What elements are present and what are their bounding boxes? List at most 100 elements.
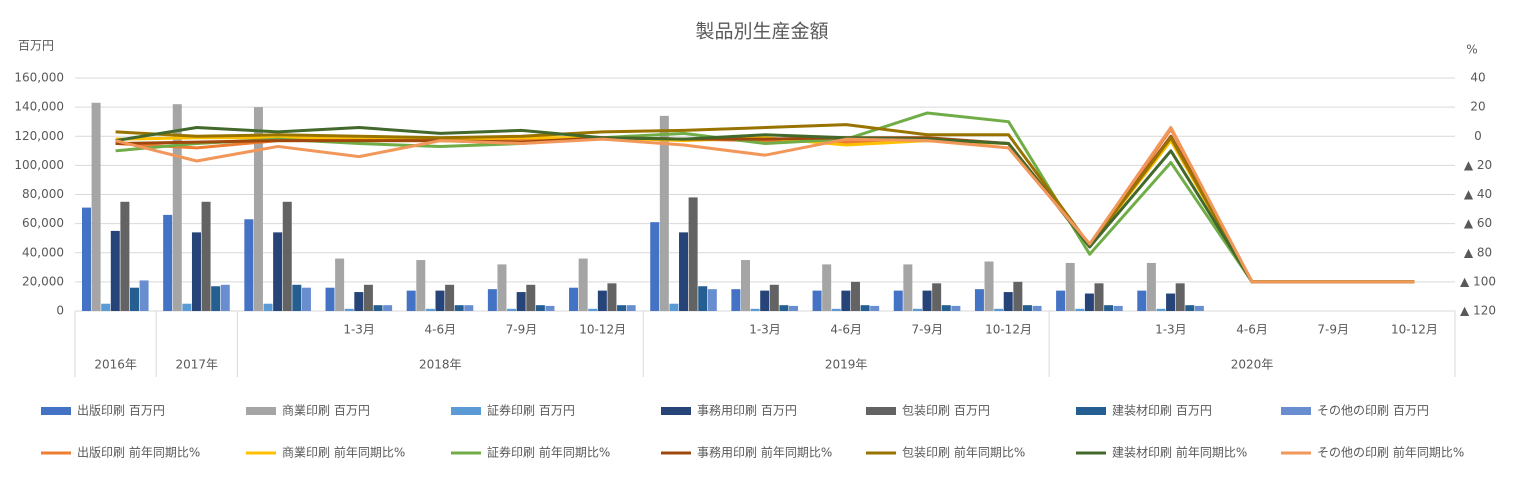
bar xyxy=(507,308,517,311)
bar xyxy=(597,290,607,311)
bar xyxy=(263,303,273,311)
legend-label: 出版印刷 前年同期比% xyxy=(77,445,200,460)
group-label: 2017年 xyxy=(175,358,218,372)
bar xyxy=(1137,290,1147,311)
bar xyxy=(335,258,345,311)
x-tick-label: 7-9月 xyxy=(1317,323,1349,337)
legend-label: その他の印刷 前年同期比% xyxy=(1317,445,1464,460)
y2-tick-label: 0 xyxy=(1474,129,1482,143)
bar xyxy=(679,232,689,311)
bar xyxy=(1065,262,1075,311)
bar xyxy=(273,232,283,311)
legend-swatch xyxy=(1281,407,1311,415)
legend-label: 出版印刷 百万円 xyxy=(77,404,165,418)
y-tick-label: 140,000 xyxy=(14,100,64,114)
bar xyxy=(1185,305,1195,311)
group-label: 2019年 xyxy=(825,358,868,372)
bar xyxy=(545,305,555,311)
bar xyxy=(1056,290,1066,311)
legend-swatch xyxy=(41,407,71,415)
bar xyxy=(617,305,627,311)
legend-label: 商業印刷 前年同期比% xyxy=(282,445,405,460)
bar xyxy=(416,260,426,311)
bar xyxy=(163,214,173,311)
bar xyxy=(1022,305,1032,311)
bar xyxy=(282,201,292,311)
bar xyxy=(1013,281,1023,311)
x-tick-label: 1-3月 xyxy=(343,323,375,337)
bar xyxy=(344,308,354,311)
bar xyxy=(760,290,770,311)
bar xyxy=(211,286,221,311)
legend-label: その他の印刷 百万円 xyxy=(1317,404,1429,418)
bar xyxy=(779,305,789,311)
x-tick-label: 4-6月 xyxy=(1236,323,1268,337)
bar xyxy=(220,284,230,311)
line xyxy=(115,126,1415,284)
bar xyxy=(406,290,416,311)
bar xyxy=(822,264,832,311)
y2-tick-label: 40 xyxy=(1470,71,1485,85)
bar xyxy=(984,261,994,311)
legend-label: 証券印刷 百万円 xyxy=(487,403,575,418)
bar xyxy=(172,104,182,312)
x-tick-label: 1-3月 xyxy=(1155,323,1187,337)
x-tick-label: 4-6月 xyxy=(424,323,456,337)
legend-label: 包装印刷 前年同期比% xyxy=(902,445,1025,460)
bar xyxy=(1094,283,1104,311)
bar xyxy=(101,303,111,311)
legend-swatch xyxy=(451,407,481,415)
bar xyxy=(191,232,201,311)
bar xyxy=(974,289,984,311)
bar xyxy=(1104,305,1114,311)
bar xyxy=(129,287,139,311)
bar xyxy=(707,289,717,311)
legend-label: 包装印刷 百万円 xyxy=(902,404,990,418)
bar xyxy=(1075,308,1085,311)
bar xyxy=(812,290,822,311)
bar xyxy=(363,284,373,311)
line xyxy=(115,134,1415,284)
bar xyxy=(607,283,617,311)
y2-tick-label: ▲ 80 xyxy=(1464,245,1492,259)
bar xyxy=(435,290,445,311)
bar xyxy=(110,230,120,311)
group-label: 2020年 xyxy=(1231,358,1274,372)
bar xyxy=(454,305,464,311)
bar xyxy=(1194,305,1204,311)
x-tick-label: 1-3月 xyxy=(749,323,781,337)
bar xyxy=(769,284,779,311)
chart-title: 製品別生産金額 xyxy=(695,21,828,43)
bar xyxy=(526,284,536,311)
y2-tick-label: 20 xyxy=(1470,100,1485,114)
bar xyxy=(464,305,474,311)
legend-label: 事務用印刷 前年同期比% xyxy=(697,445,832,460)
bar xyxy=(870,305,880,311)
bar xyxy=(994,308,1004,311)
x-tick-label: 10-12月 xyxy=(579,323,626,337)
bar xyxy=(1113,305,1123,311)
y-tick-label: 40,000 xyxy=(22,245,64,259)
bar xyxy=(91,102,101,311)
y2-tick-label: ▲ 40 xyxy=(1464,187,1492,201)
bar xyxy=(325,287,335,311)
x-tick-label: 4-6月 xyxy=(830,323,862,337)
bar xyxy=(253,107,263,311)
bar xyxy=(698,286,708,311)
bar xyxy=(626,305,636,311)
bar xyxy=(1084,293,1094,311)
bar xyxy=(650,222,660,311)
bar xyxy=(487,289,497,311)
y-axis-label: 百万円 xyxy=(18,39,54,53)
bar xyxy=(354,292,364,311)
bar xyxy=(789,305,798,311)
y2-tick-label: ▲ 60 xyxy=(1464,216,1492,230)
bar xyxy=(860,305,870,311)
bar xyxy=(741,260,750,311)
bar xyxy=(850,281,860,311)
group-label: 2016年 xyxy=(94,358,137,372)
legend-swatch xyxy=(866,407,896,415)
y2-axis-label: % xyxy=(1466,43,1477,57)
line xyxy=(115,136,1415,284)
